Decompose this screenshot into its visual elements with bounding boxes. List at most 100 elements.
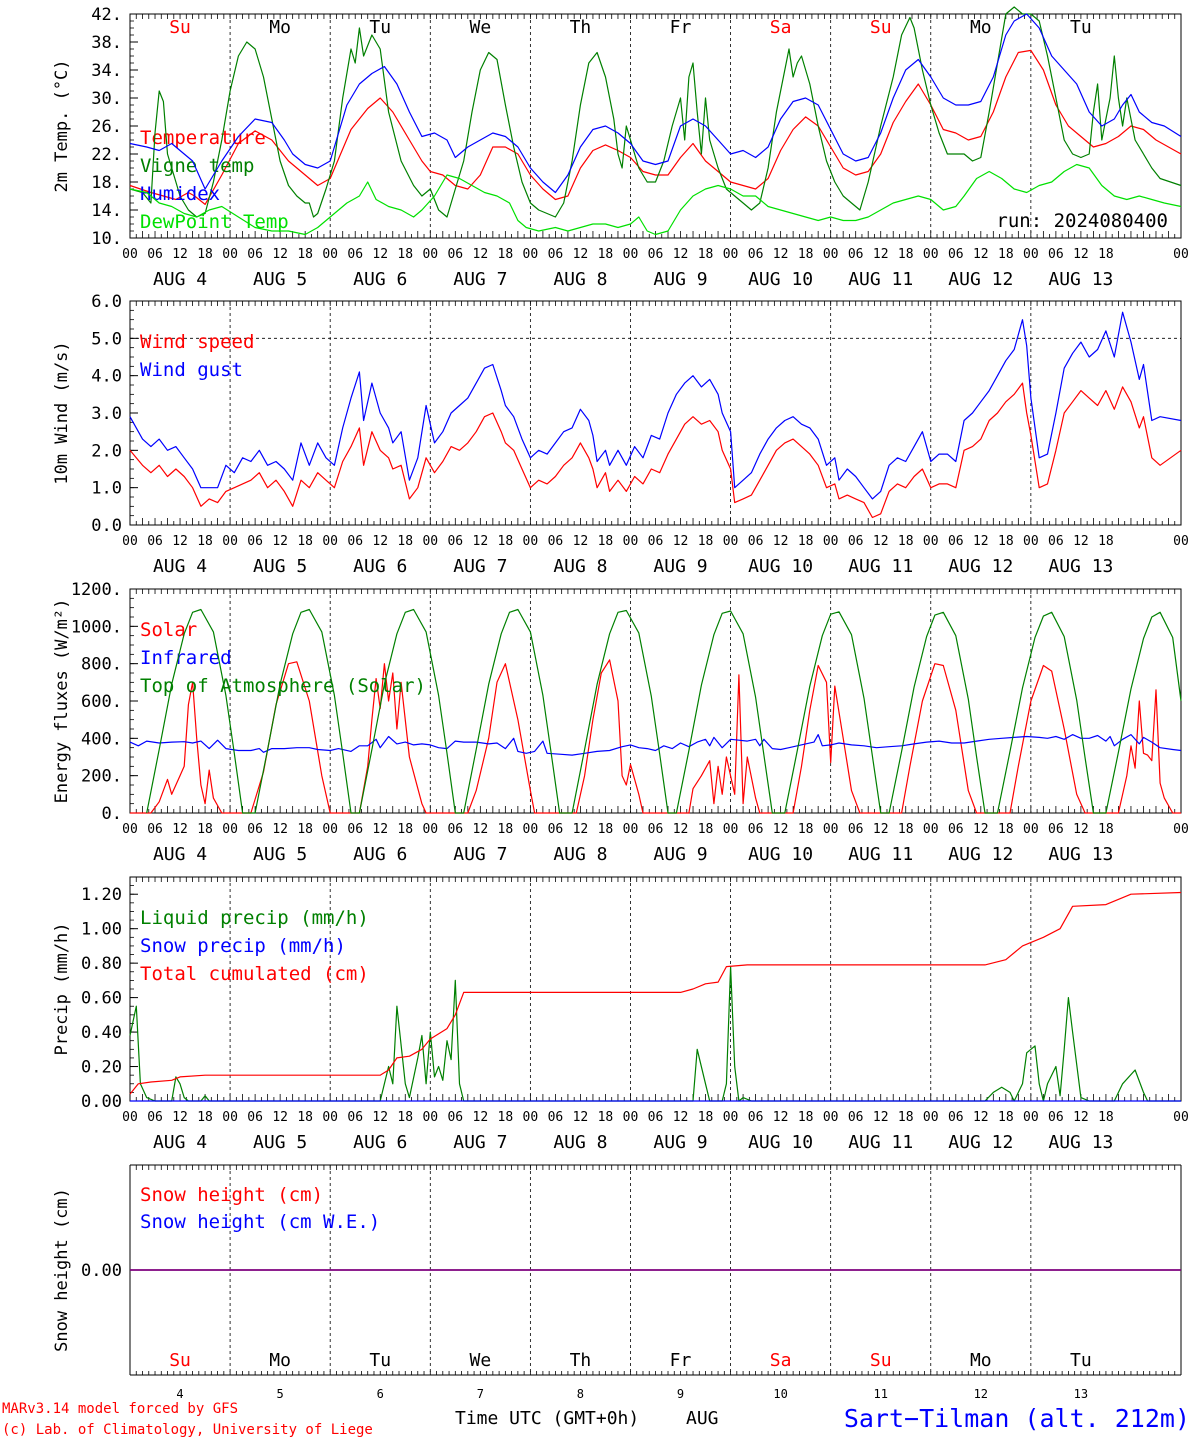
day-name-label: Mo	[269, 1350, 291, 1371]
day-name-label: Th	[570, 1350, 592, 1371]
hour-tick-label: 12	[172, 247, 188, 262]
series-line-1	[130, 659, 1181, 814]
hour-tick-label: 00	[422, 534, 438, 549]
date-axis-label: AUG 4	[153, 269, 207, 290]
hour-tick-label: 12	[773, 1110, 789, 1125]
hour-tick-label: 06	[748, 1110, 764, 1125]
date-axis-label: AUG 13	[1048, 556, 1113, 577]
hour-tick-label: 06	[247, 534, 263, 549]
legend-entry-1: Temperature	[140, 127, 266, 149]
hour-tick-label: 18	[498, 534, 514, 549]
hour-tick-label: 18	[297, 822, 313, 837]
y-tick-label: 6.0	[91, 292, 122, 312]
hour-tick-label: 00	[623, 822, 639, 837]
hour-tick-label: 06	[447, 534, 463, 549]
hour-tick-label: 12	[673, 247, 689, 262]
day-number-label: 7	[477, 1387, 484, 1401]
hour-tick-label: 06	[347, 534, 363, 549]
hour-tick-label: 18	[397, 1110, 413, 1125]
hour-tick-label: 12	[473, 534, 489, 549]
legend-entry-3: Top of Atmosphere (Solar)	[140, 675, 426, 697]
footer: MARv3.14 model forced by GFS (c) Lab. of…	[2, 1401, 1190, 1438]
hour-tick-label: 12	[773, 822, 789, 837]
day-name-label: Sa	[770, 1350, 792, 1371]
date-axis-label: AUG 6	[353, 269, 407, 290]
date-axis-label: AUG 9	[653, 844, 707, 865]
hour-tick-label: 06	[648, 822, 664, 837]
hour-tick-label: 06	[147, 1110, 163, 1125]
day-number-label: 5	[277, 1387, 284, 1401]
day-name-label: Tu	[369, 1350, 391, 1371]
hour-tick-label: 06	[347, 822, 363, 837]
run-annotation: run: 2024080400	[996, 210, 1168, 232]
day-name-label: Tu	[1070, 17, 1092, 38]
hour-tick-label: 18	[397, 822, 413, 837]
hour-tick-label: 06	[948, 822, 964, 837]
hour-tick-label: 06	[648, 1110, 664, 1125]
hour-tick-label: 06	[948, 534, 964, 549]
hour-tick-label: 00	[723, 822, 739, 837]
hour-tick-label: 18	[197, 534, 213, 549]
date-axis-label: AUG 6	[353, 556, 407, 577]
hour-tick-label: 18	[598, 1110, 614, 1125]
hour-tick-label: 18	[798, 1110, 814, 1125]
legend-entry-3: Total cumulated (cm)	[140, 963, 369, 985]
hour-tick-label: 00	[322, 822, 338, 837]
y-axis-title: 2m Temp. (°C)	[52, 59, 72, 192]
hour-tick-label: 12	[1073, 822, 1089, 837]
hour-tick-label: 06	[1048, 247, 1064, 262]
y-tick-label: 0.20	[81, 1058, 122, 1078]
y-tick-label: 22.	[91, 145, 122, 165]
hour-tick-label: 00	[122, 247, 138, 262]
date-axis-label: AUG 6	[353, 1132, 407, 1153]
hour-tick-label: 00	[723, 1110, 739, 1125]
hour-tick-label: 12	[673, 1110, 689, 1125]
hour-tick-label: 06	[147, 534, 163, 549]
y-tick-label: 0.60	[81, 989, 122, 1009]
date-axis-label: AUG 10	[748, 844, 813, 865]
hour-tick-label: 00	[723, 247, 739, 262]
date-axis-label: AUG 9	[653, 1132, 707, 1153]
hour-tick-label: 12	[1073, 1110, 1089, 1125]
hour-tick-label: 12	[773, 534, 789, 549]
hour-tick-label: 00	[723, 534, 739, 549]
x-axis-title: Time UTC (GMT+0h)	[455, 1408, 639, 1429]
date-axis-label: AUG 12	[948, 844, 1013, 865]
hour-tick-label: 06	[948, 1110, 964, 1125]
hour-tick-label: 18	[798, 534, 814, 549]
plot-frame	[129, 588, 1182, 814]
y-tick-label: 0.0	[91, 516, 122, 536]
hour-tick-label: 00	[523, 822, 539, 837]
hour-tick-label: 06	[247, 247, 263, 262]
hour-tick-label: 06	[848, 1110, 864, 1125]
legend-entry-2: Infrared	[140, 647, 232, 669]
hour-tick-label: 00	[523, 534, 539, 549]
date-axis-label: AUG 11	[848, 844, 913, 865]
date-axis-label: AUG 10	[748, 1132, 813, 1153]
y-tick-label: 200.	[81, 767, 122, 787]
hour-tick-label: 18	[498, 1110, 514, 1125]
date-axis-label: AUG 12	[948, 269, 1013, 290]
hour-tick-label: 12	[873, 247, 889, 262]
y-tick-label: 0.80	[81, 954, 122, 974]
hour-tick-label: 12	[673, 822, 689, 837]
hour-tick-label: 18	[1098, 1110, 1114, 1125]
hour-tick-label: 12	[473, 247, 489, 262]
hour-tick-label: 12	[973, 247, 989, 262]
y-tick-label: 2.0	[91, 441, 122, 461]
day-number-label: 13	[1074, 1387, 1088, 1401]
day-name-label: Fr	[670, 17, 692, 38]
hour-tick-label: 18	[698, 534, 714, 549]
hour-tick-label: 00	[222, 247, 238, 262]
y-tick-label: 3.0	[91, 404, 122, 424]
hour-tick-label: 06	[848, 822, 864, 837]
hour-tick-label: 00	[422, 247, 438, 262]
day-number-label: 10	[773, 1387, 787, 1401]
y-tick-label: 10.	[91, 229, 122, 249]
hour-tick-label: 18	[898, 1110, 914, 1125]
day-name-label: We	[469, 17, 491, 38]
hour-tick-label: 00	[1173, 822, 1189, 837]
hour-tick-label: 06	[748, 822, 764, 837]
panel-2: 00 06 12 18 AUG 4 00 06 12 18 AUG 5 00 06 12 18 AUG 6 0…	[52, 292, 1189, 577]
